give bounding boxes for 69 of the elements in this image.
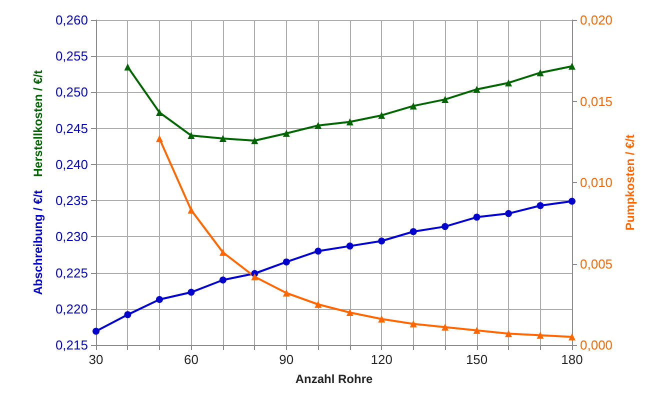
y-tick-label: 0,255 [55,48,88,64]
point [536,202,544,210]
y-tick-label: 0,260 [55,12,88,28]
point [346,118,354,126]
point [282,290,290,296]
point [282,130,290,137]
point [536,332,544,339]
point [536,69,544,76]
point [410,320,417,328]
point [124,311,132,318]
point [124,63,132,70]
x-tick-label: 120 [370,352,392,367]
y-tick-label: 0,240 [55,156,88,172]
point [378,238,386,244]
point [219,248,226,256]
y2-tick-label: 0,015 [580,94,613,109]
point [251,137,258,144]
y2-tick-label: 0,020 [580,12,613,28]
point [156,135,163,142]
point [219,134,226,142]
y2-tick-label: 0,010 [580,175,613,190]
point [442,324,449,331]
point [219,276,226,284]
y2-tick-label: 0,000 [580,338,613,352]
point [346,242,354,250]
x-tick-label: 150 [466,352,488,367]
point [188,206,195,214]
y-tick-label: 0,250 [55,84,88,100]
point [410,228,417,236]
y-tick-label: 0,225 [55,265,88,280]
point [568,333,576,340]
point [505,210,512,218]
point [505,330,512,338]
point [156,108,163,116]
point [378,112,386,119]
point [314,300,322,308]
point [282,258,290,266]
text: Herstellkosten / €/t [31,70,45,177]
point [188,288,195,296]
y-tick-label: 0,230 [55,229,88,244]
point [473,214,480,221]
x-tick-label: 60 [184,352,198,367]
x-tick-label: 180 [561,352,583,367]
x-tick-label: 30 [88,352,104,367]
point [473,326,480,334]
point [251,273,258,280]
y2-axis-title: Pumpkosten / €/t [623,134,637,231]
point [314,248,322,255]
point [505,79,512,86]
point [346,309,354,316]
point [92,328,100,335]
x-tick-label: 90 [279,352,294,367]
y-tick-label: 0,245 [55,120,88,136]
x-axis-title: Anzahl Rohre [295,372,373,386]
y-tick-label: 0,220 [55,301,88,316]
point [410,102,417,110]
point [442,223,449,230]
point [156,296,163,303]
point [568,62,576,70]
point [188,132,195,140]
y-tick-label: 0,215 [55,338,88,352]
point [568,198,576,205]
point [442,96,449,103]
point [378,316,386,322]
point [473,86,480,93]
point [314,122,322,129]
y2-tick-label: 0,005 [580,256,613,272]
y-axis-title: Abschreibung / €/t [31,190,45,295]
y-tick-label: 0,235 [55,193,88,208]
